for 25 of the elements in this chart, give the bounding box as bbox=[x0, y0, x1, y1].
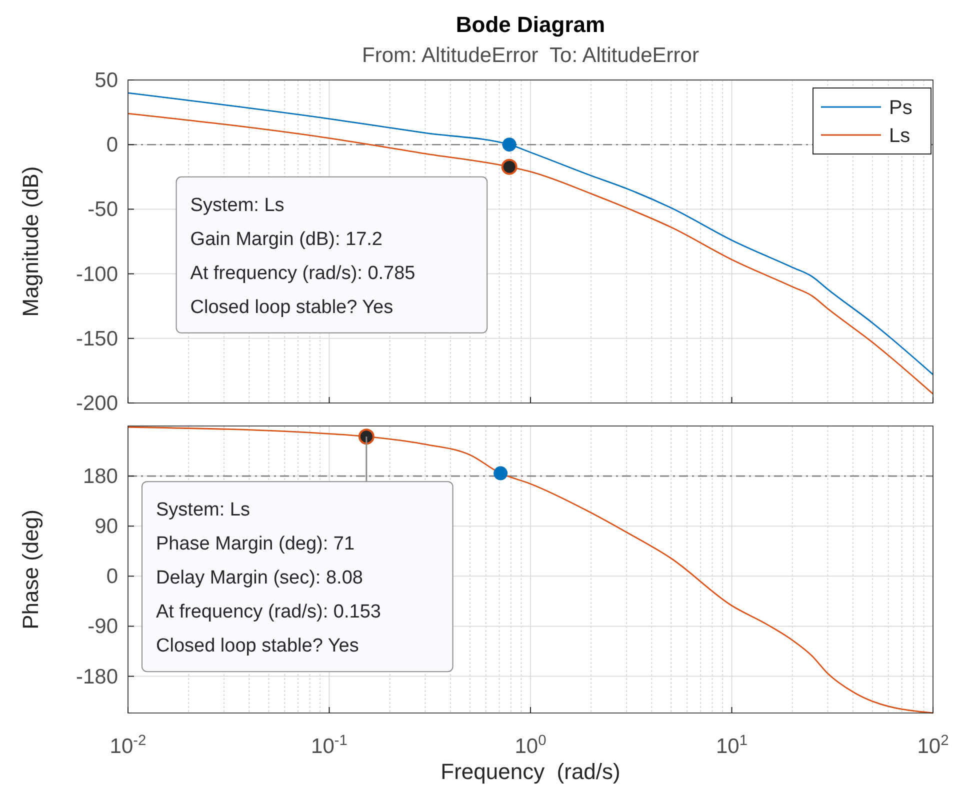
x-tick-label: 10$^{-1}$ bbox=[311, 733, 348, 758]
y-tick-label: -180 bbox=[76, 665, 118, 688]
y-tick-label: 90 bbox=[94, 515, 118, 538]
chart-subtitle: From: AltitudeError To: AltitudeError bbox=[362, 44, 699, 67]
y-axis-title: Magnitude (dB) bbox=[18, 166, 43, 317]
x-axis-title: Frequency (rad/s) bbox=[440, 759, 620, 784]
legend-label: Ps bbox=[889, 97, 912, 119]
y-tick-label: -90 bbox=[88, 615, 118, 638]
y-tick-label: 50 bbox=[94, 69, 118, 92]
x-tick-label: 10$^{-2}$ bbox=[110, 733, 146, 758]
y-tick-label: 180 bbox=[82, 465, 118, 488]
y-tick-label: -150 bbox=[76, 327, 118, 350]
x-tick-label: 10$^{1}$ bbox=[716, 733, 748, 758]
annotation: System: Ls Gain Margin (dB): 17.2 At frequency (rad/s): 0.785 Closed loop stable? Yes bbox=[190, 194, 416, 318]
legend-label: Ls bbox=[889, 125, 910, 147]
x-tick-label: 10$^{0}$ bbox=[514, 733, 546, 758]
y-tick-label: -50 bbox=[88, 198, 118, 222]
y-tick-label: -100 bbox=[76, 262, 118, 286]
chart-title: Bode Diagram bbox=[456, 12, 606, 37]
y-tick-label: 0 bbox=[106, 134, 118, 157]
y-axis-title: Phase (deg) bbox=[18, 510, 43, 630]
y-tick-label: -200 bbox=[76, 392, 118, 415]
annotation: System: Ls Phase Margin (deg): 71 Delay Margin (sec): 8.08 At frequency (rad/s): 0.153 Closed loop stable? Yes bbox=[156, 500, 381, 657]
x-tick-label: 10$^{2}$ bbox=[917, 733, 949, 758]
y-tick-label: 0 bbox=[106, 565, 118, 588]
